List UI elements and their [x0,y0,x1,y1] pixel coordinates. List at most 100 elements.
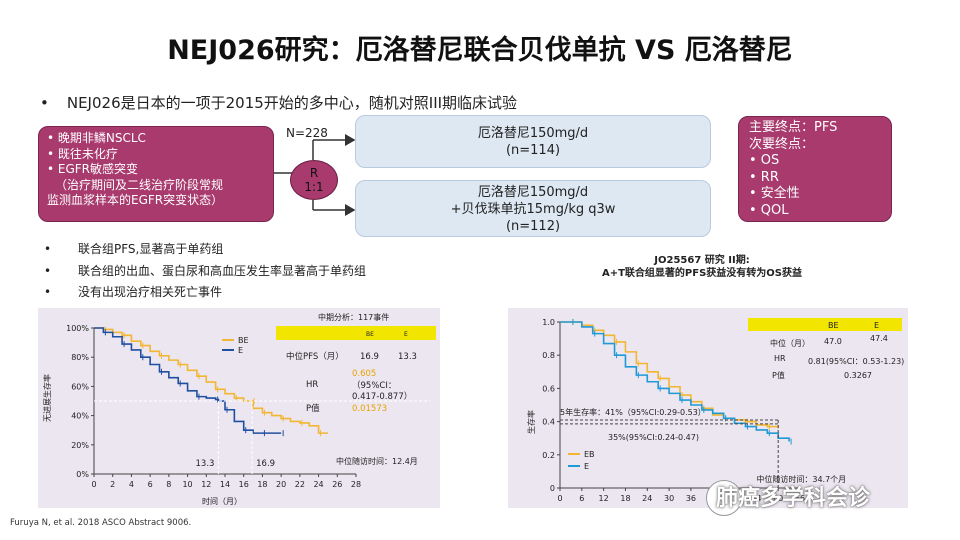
endpoints-box: 主要终点：PFS 次要终点： • OS • RR • 安全性 • QOL [738,116,892,222]
criteria-item: • EGFR敏感突变 [47,162,139,176]
x-tick-label: 8 [166,480,171,489]
y-tick-label: 0.4 [542,418,555,427]
arm-n: (n=114) [505,143,561,158]
km-curve-eb [560,321,779,429]
y-tick-label: 0% [76,470,89,479]
km-curve-e [560,321,790,442]
endpoint-item: • 安全性 [749,186,800,201]
arm-drug-combo: +贝伐珠单抗15mg/kg q3w [450,202,616,217]
y-tick-label: 40% [71,412,89,421]
stats-header-bar [748,318,902,331]
x-tick-label: 12 [201,480,211,489]
arm-erlotinib: 厄洛替尼150mg/d (n=114) [355,115,711,168]
median-os-e: 47.4 [870,334,888,343]
stats-header-bar [276,326,436,340]
endpoint-primary: 主要终点：PFS [749,120,838,135]
x-tick-label: 28 [351,480,361,489]
x-tick-label: 6 [148,480,153,489]
chart-title: 中期分析：117事件 [318,312,389,322]
randomization-r: R [309,166,319,180]
legend-label-be: BE [238,336,249,345]
hr-ci-1: （95%CI： [352,380,396,391]
legend-label-eb: EB [584,450,595,459]
randomization-ratio: 1:1 [304,180,324,194]
y-tick-label: 0.6 [542,384,555,393]
finding-item: • 没有出现治疗相关死亡事件 [44,285,223,299]
x-tick-label: 0 [557,494,562,503]
endpoint-item: • RR [749,169,779,185]
x-tick-label: 36 [686,494,696,503]
bullet-dot: • [40,94,49,112]
endpoint-item: • OS [749,153,780,168]
reference: Furuya N, et al. 2018 ASCO Abstract 9006… [10,518,192,528]
x-tick-label: 4 [129,480,134,489]
legend-label-e: E [584,462,589,471]
followup-label: 中位随访时间：12.4月 [336,456,418,466]
x-tick-label: 0 [91,480,96,489]
x-tick-label: 30 [664,494,674,503]
finding-item: • 联合组PFS,显著高于单药组 [44,242,224,256]
x-tick-label: 14 [220,480,230,489]
x-tick-label: 24 [313,480,323,489]
os-km-chart: 061218243036424854606600.20.40.60.81.0 5… [508,308,908,508]
median-os-be: 47.0 [824,337,842,346]
wechat-logo-icon [706,480,742,516]
median-pfs-be: 16.9 [360,352,379,362]
y-tick-label: 100% [66,324,89,333]
y-tick-label: 1.0 [542,318,555,327]
criteria-item: • 既往未化疗 [47,146,118,161]
legend-label-e: E [238,346,243,355]
x-tick-label: 60 [773,494,783,503]
y-tick-label: 0.2 [542,451,555,460]
median-pfs-label: 中位PFS（月） [286,351,344,362]
median-os-label: 中位（月） [770,338,810,348]
y-axis-label: 生存率 [526,410,536,434]
endpoint-item: • QOL [749,202,789,218]
criteria-item: （治疗期间及二线治疗阶段常规 [55,177,224,192]
intro-text: NEJ026是日本的一项于2015开始的多中心，随机对照III期临床试验 [66,94,518,112]
x-tick-label: 20 [276,480,286,489]
hr-label: HR [306,380,318,390]
x-tick-label: 10 [182,480,192,489]
x-tick-label: 2 [110,480,115,489]
criteria-item: • 晚期非鳞NSCLC [47,131,146,145]
endpoint-secondary-header: 次要终点： [749,136,815,152]
finding-text: 没有出现治疗相关死亡事件 [78,285,223,299]
hr-value: 0.81(95%CI：0.53-1.23) [808,357,904,366]
p-label: P值 [772,370,785,380]
y-tick-label: 60% [71,382,89,391]
x-tick-label: 18 [620,494,630,503]
randomization-circle: R 1:1 [290,160,338,200]
y-tick-label: 20% [71,441,89,450]
x-tick-label: 18 [257,480,267,489]
y-tick-label: 0.8 [542,351,555,360]
km-curve-e [94,327,282,434]
finding-item: • 联合组的出血、蛋白尿和高血压发生率显著高于单药组 [44,264,367,278]
jo25567-title: JO25567 研究 II期: A+T联合组显著的PFS获益没有转为OS获益 [520,254,884,280]
hr-label: HR [774,354,786,363]
hr-value: 0.605 [352,369,376,379]
randomization-arrows [274,134,356,216]
arm-erlotinib-bevacizumab: 厄洛替尼150mg/d +贝伐珠单抗15mg/kg q3w (n=112) [355,180,711,237]
hr-ci-2: 0.417-0.877） [352,391,412,402]
arm-drug: 厄洛替尼150mg/d [477,185,589,200]
arm-n: (n=112) [505,219,561,234]
stats-header-be: BE [828,321,839,330]
x-axis-label: 时间（月） [202,496,242,506]
jo25567-title-line1: JO25567 研究 II期: [654,255,750,266]
stats-header-e: E [404,331,408,338]
stats-header-be: BE [366,331,374,338]
e-5yr-annotation: 35%(95%CI:0.24-0.47) [608,433,699,442]
x-tick-label: 66 [795,494,805,503]
median-be-label: 16.9 [256,459,275,469]
pfs-km-chart: 0 2 4 6 8 10 12 14 16 18 20 22 24 26 280%20%40%60%80%1… [38,308,440,508]
followup-label: 中位随访时间：34.7个月 [756,474,846,484]
y-axis-label: 无进展生存率 [42,374,52,422]
stats-header-e: E [874,321,879,330]
sample-size-label: N=228 [286,126,328,140]
finding-text: 联合组PFS,显著高于单药组 [78,242,224,256]
median-pfs-e: 13.3 [398,352,417,362]
finding-text: 联合组的出血、蛋白尿和高血压发生率显著高于单药组 [78,264,367,278]
y-tick-label: 0 [550,484,555,493]
p-value: 0.3267 [844,371,872,380]
